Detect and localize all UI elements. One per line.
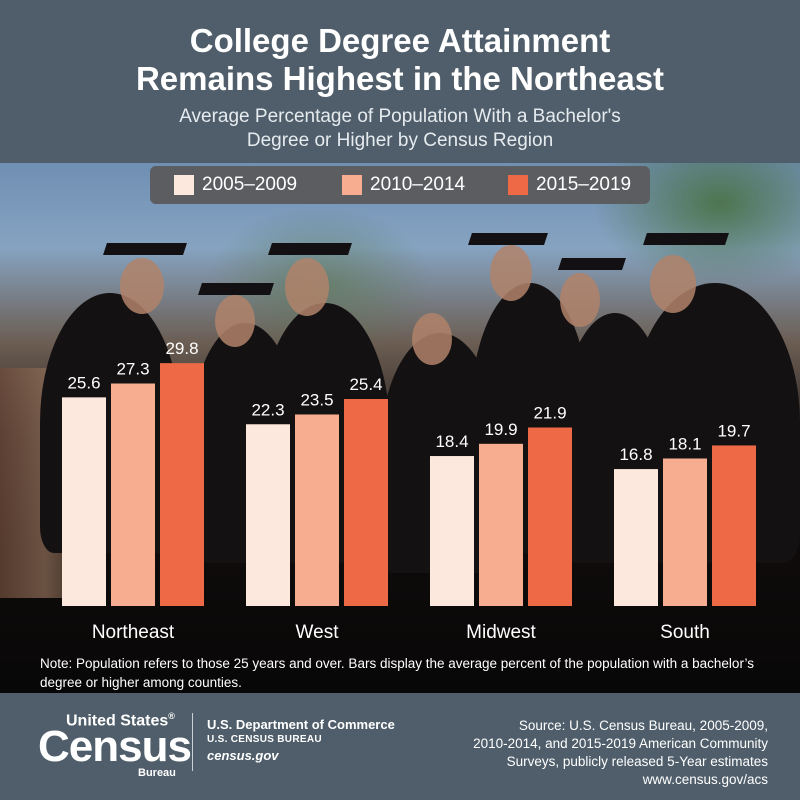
bar-value-label: 29.8 bbox=[165, 339, 198, 358]
logo-united-states: United States® bbox=[66, 711, 175, 730]
chart-note: Note: Population refers to those 25 year… bbox=[40, 656, 754, 690]
graduate-face bbox=[490, 245, 532, 301]
bar-northeast-2010-2014 bbox=[111, 383, 155, 606]
category-label-northeast: Northeast bbox=[92, 622, 175, 643]
bar-south-2015-2019 bbox=[712, 445, 756, 606]
graduate-face bbox=[120, 258, 164, 314]
legend-label-2010-2014: 2010–2014 bbox=[370, 174, 466, 195]
census-website: census.gov bbox=[207, 748, 279, 763]
graduate-face bbox=[412, 313, 452, 365]
bar-value-label: 16.8 bbox=[619, 445, 652, 464]
legend-swatch-2015-2019 bbox=[508, 175, 528, 195]
bar-chart: 25.6 27.3 29.8 Northeast 22.3 23.5 25.4 West 18.… bbox=[62, 339, 756, 643]
census-bureau-logo: United States® Census Bureau bbox=[38, 711, 192, 779]
chart-title-line-1: College Degree Attainment bbox=[189, 22, 611, 59]
legend-swatch-2005-2009 bbox=[174, 175, 194, 195]
bar-midwest-2015-2019 bbox=[528, 427, 572, 606]
bureau-name: U.S. CENSUS BUREAU bbox=[207, 734, 322, 745]
bar-value-label: 22.3 bbox=[251, 400, 284, 419]
legend-item-2015-2019: 2015–2019 bbox=[508, 166, 631, 204]
bar-west-2015-2019 bbox=[344, 398, 388, 606]
bar-value-label: 25.4 bbox=[349, 375, 382, 394]
category-label-south: South bbox=[660, 622, 710, 643]
bar-south-2005-2009 bbox=[614, 469, 658, 606]
legend-label-2005-2009: 2005–2009 bbox=[202, 174, 298, 195]
bar-west-2010-2014 bbox=[295, 414, 339, 606]
logo-bureau: Bureau bbox=[138, 767, 176, 779]
graduate-face bbox=[650, 255, 696, 313]
legend: 2005–2009 2010–2014 2015–2019 bbox=[150, 166, 650, 204]
source-line-3: Surveys, publicly released 5-Year estima… bbox=[506, 754, 768, 769]
source-citation: Source: U.S. Census Bureau, 2005-2009, 2… bbox=[408, 717, 768, 789]
bar-midwest-2005-2009 bbox=[430, 456, 474, 606]
chart-subtitle-line-1: Average Percentage of Population With a … bbox=[179, 106, 621, 127]
graduate-face bbox=[215, 295, 255, 347]
footer-divider bbox=[192, 713, 193, 771]
bar-value-label: 19.9 bbox=[484, 420, 517, 439]
chart-subtitle-line-2: Degree or Higher by Census Region bbox=[246, 130, 554, 151]
source-line-2: 2010-2014, and 2015-2019 American Commun… bbox=[473, 736, 768, 751]
bar-northeast-2015-2019 bbox=[160, 363, 204, 606]
legend-item-2005-2009: 2005–2009 bbox=[174, 166, 297, 204]
legend-swatch-2010-2014 bbox=[342, 175, 362, 195]
source-line-1: Source: U.S. Census Bureau, 2005-2009, bbox=[518, 718, 768, 733]
category-label-west: West bbox=[296, 622, 340, 643]
category-label-midwest: Midwest bbox=[466, 622, 536, 643]
bar-value-label: 18.1 bbox=[668, 434, 701, 453]
bar-south-2010-2014 bbox=[663, 458, 707, 606]
chart-title-line-2: Remains Highest in the Northeast bbox=[135, 60, 665, 97]
bar-northeast-2005-2009 bbox=[62, 397, 106, 606]
source-url: www.census.gov/acs bbox=[642, 772, 768, 787]
bar-value-label: 27.3 bbox=[116, 360, 149, 379]
bar-midwest-2010-2014 bbox=[479, 443, 523, 606]
legend-item-2010-2014: 2010–2014 bbox=[342, 166, 465, 204]
footer: United States® Census Bureau U.S. Depart… bbox=[0, 693, 800, 800]
department-name: U.S. Department of Commerce bbox=[207, 717, 395, 732]
graduate-face bbox=[560, 273, 600, 327]
header: College Degree Attainment Remains Highes… bbox=[0, 0, 800, 163]
logo-census-word: Census bbox=[38, 722, 192, 771]
bar-value-label: 25.6 bbox=[67, 373, 100, 392]
bar-value-label: 23.5 bbox=[300, 390, 333, 409]
bar-value-label: 21.9 bbox=[533, 404, 566, 423]
bar-value-label: 18.4 bbox=[435, 432, 468, 451]
bar-value-label: 19.7 bbox=[717, 421, 750, 440]
bar-west-2005-2009 bbox=[246, 424, 290, 606]
graduate-face bbox=[285, 258, 329, 316]
department-block: U.S. Department of Commerce U.S. CENSUS … bbox=[207, 717, 395, 764]
legend-label-2015-2019: 2015–2019 bbox=[536, 174, 632, 195]
